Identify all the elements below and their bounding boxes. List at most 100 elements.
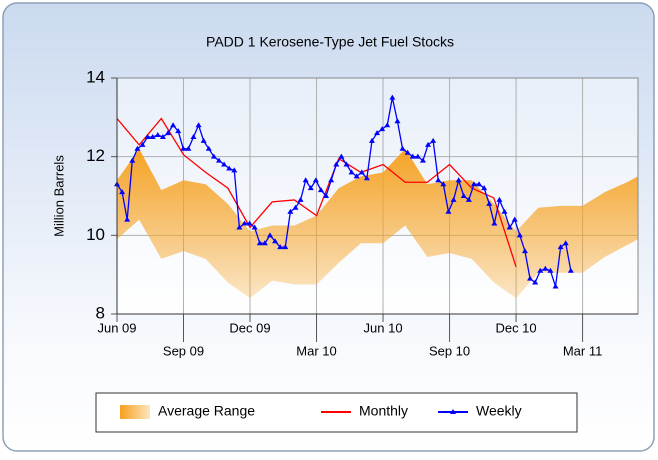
weekly-marker <box>430 137 437 143</box>
weekly-marker <box>511 216 518 222</box>
weekly-marker <box>455 177 462 183</box>
weekly-marker <box>414 153 421 159</box>
weekly-marker <box>470 181 477 187</box>
weekly-marker <box>215 157 222 163</box>
x-tick-label: Jun 09 <box>97 320 136 335</box>
weekly-marker <box>226 165 233 171</box>
weekly-marker <box>195 122 202 128</box>
y-tick-label: 8 <box>96 303 105 322</box>
range-area <box>117 148 638 299</box>
weekly-marker <box>159 134 166 139</box>
weekly-marker <box>404 149 411 155</box>
weekly-marker <box>491 220 498 226</box>
weekly-marker <box>149 134 156 139</box>
weekly-marker <box>374 130 381 136</box>
weekly-marker <box>527 275 534 281</box>
weekly-marker <box>562 240 569 246</box>
weekly-marker <box>200 137 207 143</box>
weekly-marker <box>425 141 432 147</box>
x-tick-label: Sep 10 <box>429 343 470 358</box>
weekly-marker <box>399 145 406 151</box>
weekly-marker <box>175 128 182 134</box>
weekly-marker <box>205 145 212 151</box>
weekly-marker <box>256 240 263 246</box>
x-tick-label: Dec 09 <box>229 320 270 335</box>
weekly-marker <box>501 208 508 214</box>
weekly-marker <box>481 185 488 191</box>
weekly-marker <box>119 189 126 195</box>
weekly-marker <box>328 177 335 183</box>
x-tick-label: Sep 09 <box>163 343 204 358</box>
weekly-marker <box>261 240 268 246</box>
weekly-marker <box>460 193 467 198</box>
weekly-marker <box>353 173 360 179</box>
weekly-marker <box>333 161 340 167</box>
legend-label: Average Range <box>158 403 255 419</box>
weekly-marker <box>124 216 131 222</box>
weekly-marker <box>496 196 503 202</box>
weekly-marker <box>180 145 187 151</box>
weekly-marker <box>476 181 483 187</box>
weekly-marker <box>445 208 452 214</box>
weekly-marker <box>154 132 161 138</box>
weekly-marker <box>567 267 574 273</box>
chart-title: PADD 1 Kerosene-Type Jet Fuel Stocks <box>206 34 454 50</box>
legend-swatch <box>120 405 150 419</box>
weekly-marker <box>292 204 299 210</box>
weekly-marker <box>552 283 559 289</box>
weekly-marker <box>521 248 528 254</box>
weekly-marker <box>557 244 564 250</box>
weekly-marker <box>358 169 365 175</box>
weekly-marker <box>363 175 370 181</box>
weekly-marker <box>139 141 146 147</box>
weekly-marker <box>486 200 493 206</box>
weekly-marker <box>277 244 284 250</box>
weekly-marker <box>419 157 426 163</box>
weekly-marker <box>506 224 513 230</box>
y-tick-label: 10 <box>86 225 105 244</box>
legend-marker <box>450 409 456 414</box>
weekly-marker <box>394 118 401 124</box>
y-tick-label: 14 <box>86 67 105 86</box>
weekly-marker <box>297 196 304 202</box>
weekly-marker <box>210 153 217 159</box>
weekly-marker <box>287 208 294 214</box>
x-tick-label: Mar 11 <box>563 343 603 358</box>
weekly-marker <box>338 153 345 159</box>
weekly-marker <box>379 126 386 132</box>
weekly-marker <box>236 224 243 230</box>
y-axis-label: Million Barrels <box>51 155 66 237</box>
weekly-marker <box>532 279 539 285</box>
weekly-marker <box>241 220 248 226</box>
weekly-marker <box>164 130 171 136</box>
weekly-marker <box>307 185 314 191</box>
weekly-marker <box>348 169 355 175</box>
weekly-marker <box>368 137 375 143</box>
weekly-marker <box>323 193 330 198</box>
weekly-marker <box>221 161 228 167</box>
weekly-marker <box>312 177 319 183</box>
weekly-marker <box>185 145 192 151</box>
weekly-marker <box>170 122 177 128</box>
legend-label: Weekly <box>476 403 522 419</box>
monthly-line <box>116 117 517 267</box>
weekly-marker <box>384 122 391 128</box>
weekly-marker <box>450 196 457 202</box>
x-tick-label: Mar 10 <box>296 343 336 358</box>
weekly-marker <box>440 181 447 187</box>
weekly-marker <box>272 238 279 244</box>
weekly-marker <box>465 196 472 202</box>
weekly-marker <box>516 232 523 238</box>
weekly-marker <box>144 134 151 139</box>
weekly-marker <box>231 167 238 173</box>
weekly-marker <box>542 265 549 271</box>
weekly-marker <box>251 224 258 230</box>
weekly-marker <box>190 134 197 139</box>
x-tick-label: Dec 10 <box>495 320 536 335</box>
weekly-marker <box>537 267 544 273</box>
weekly-marker <box>389 94 396 100</box>
weekly-marker <box>435 177 442 183</box>
weekly-marker <box>343 161 350 167</box>
weekly-marker <box>266 232 273 238</box>
